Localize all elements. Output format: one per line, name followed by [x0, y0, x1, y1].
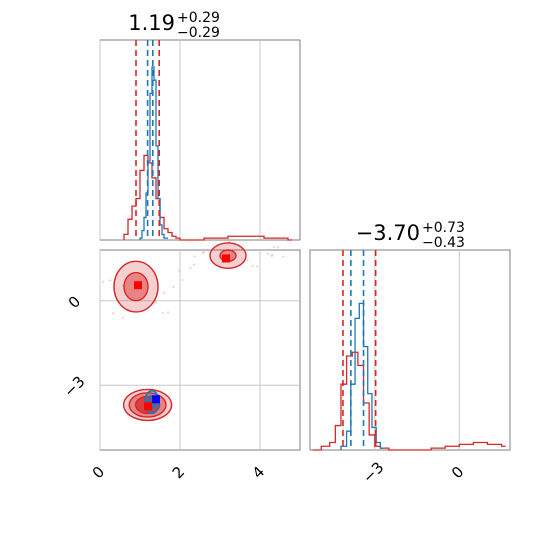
truth-marker [222, 254, 230, 263]
marginal-panel-param-2-quantiles [342, 250, 377, 450]
marginal-panel-param-2-x-ticks: −3 0 [359, 458, 467, 486]
tick-label-x: 0 [89, 463, 108, 482]
marginal-title-param-2-lower: −0.43 [422, 235, 465, 251]
scatter-dot [181, 279, 184, 281]
tick-label-y: 0 [65, 292, 84, 311]
joint-panel-markers [134, 254, 230, 411]
scatter-dot [178, 269, 181, 272]
truth-marker [144, 402, 152, 411]
scatter-dot [163, 292, 166, 294]
joint-panel-y-ticks: −3 0 [60, 292, 88, 400]
scatter-dot [282, 255, 285, 258]
scatter-dot [267, 252, 269, 255]
tick-label-y: −3 [60, 372, 88, 400]
scatter-dot [271, 253, 274, 256]
truth-marker [152, 395, 160, 404]
scatter-dot [276, 246, 279, 249]
scatter-dot [193, 263, 196, 266]
scatter-dot [172, 285, 175, 288]
tick-label-x: 0 [448, 463, 467, 482]
scatter-dot [251, 265, 254, 268]
marginal-panel-param-2-frame [309, 249, 511, 451]
tick-label-x: −3 [359, 458, 387, 486]
scatter-dot [167, 311, 170, 314]
scatter-dot [155, 301, 157, 304]
scatter-dot [161, 312, 164, 314]
truth-marker [134, 281, 142, 290]
marginal-title-param-2-value: −3.70 [356, 221, 420, 245]
marginal-panel-param-1: 1.19 +0.29 −0.29 [99, 10, 301, 241]
scatter-dot [256, 265, 259, 268]
marginal-title-param-1-upper: +0.29 [177, 10, 220, 26]
joint-panel: 0 2 4 −3 0 [60, 240, 301, 482]
scatter-dot [101, 280, 104, 283]
scatter-dot [246, 259, 249, 262]
tick-label-x: 4 [249, 463, 268, 482]
scatter-dot [109, 279, 111, 282]
param-2-histogram-a [312, 351, 506, 451]
joint-panel-x-ticks: 0 2 4 [89, 463, 268, 482]
scatter-dot [112, 312, 115, 315]
param-1-histogram-a [123, 154, 292, 241]
marginal-panel-param-2-grid [374, 250, 460, 450]
scatter-dot [273, 245, 275, 248]
tick-label-x: 2 [169, 463, 188, 482]
marginal-panel-param-1-frame [99, 39, 301, 241]
marginal-panel-param-2: −3 0 −3.70 +0.73 −0.43 [309, 220, 511, 487]
marginal-title-param-1-lower: −0.29 [177, 25, 220, 41]
marginal-panel-param-1-series [123, 66, 292, 241]
scatter-dot [189, 267, 192, 270]
scatter-dot [193, 255, 196, 258]
scatter-dot [201, 251, 204, 254]
scatter-dot [121, 316, 124, 319]
marginal-title-param-2-upper: +0.73 [422, 220, 465, 236]
marginal-panel-param-1-quantiles [135, 40, 160, 240]
marginal-panel-param-1-grid [99, 40, 261, 240]
param-1-histogram-b [139, 66, 168, 240]
marginal-title-param-1-value: 1.19 [128, 11, 175, 35]
